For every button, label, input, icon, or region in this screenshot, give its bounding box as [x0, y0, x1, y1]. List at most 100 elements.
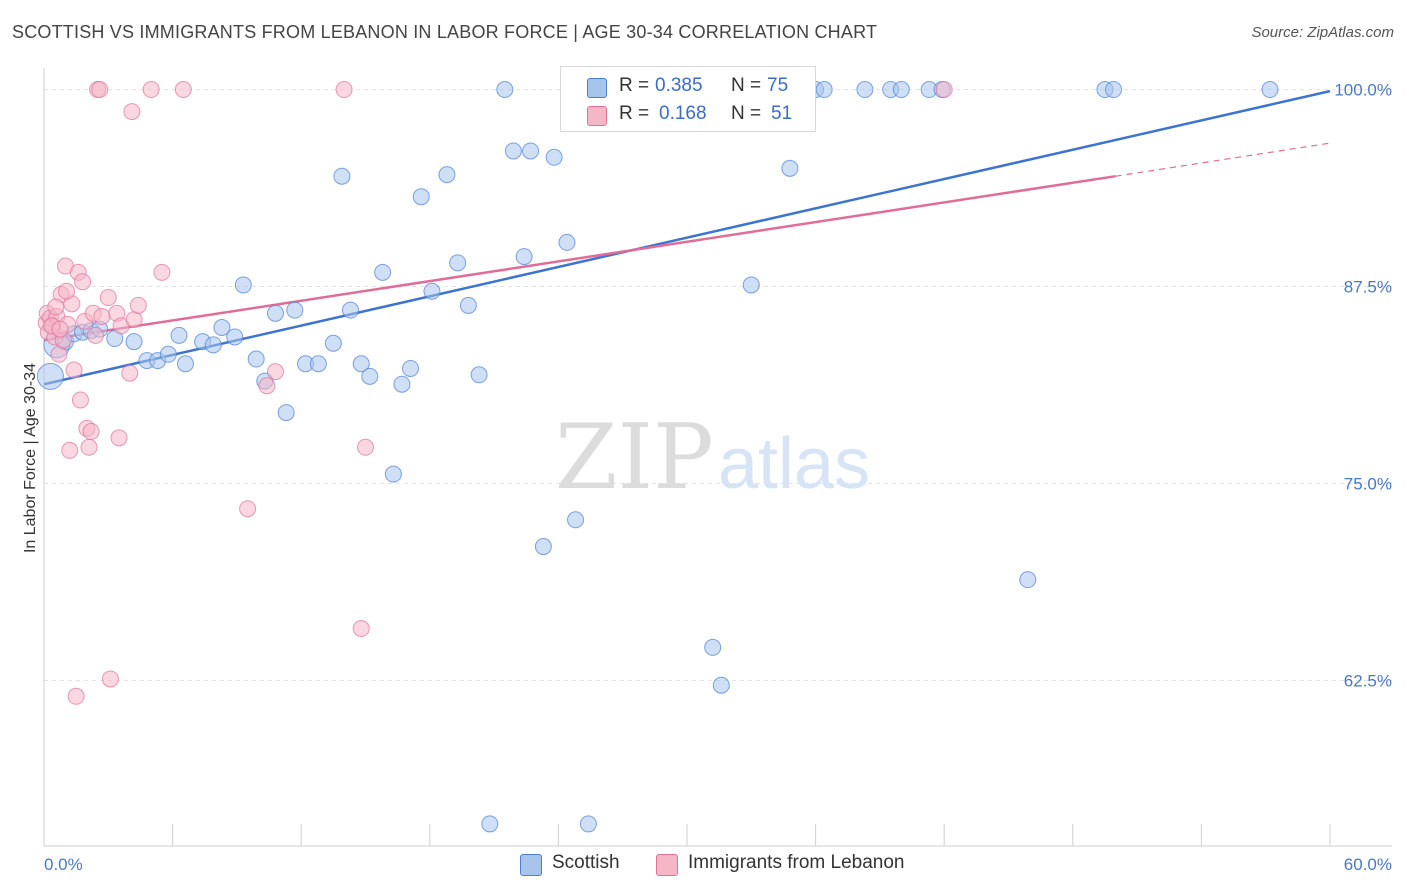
trend-lines [43, 89, 1331, 386]
scottish-point [361, 367, 379, 385]
scottish-point [534, 538, 552, 556]
lebanon-point [935, 81, 953, 99]
scottish-point [309, 355, 327, 373]
lebanon-point [74, 273, 92, 291]
lebanon-point [80, 438, 98, 456]
legend-r-value: 0.385 [655, 75, 703, 96]
bottom-legend-label-scottish: Scottish [552, 852, 620, 873]
legend-r-value: 0.168 [659, 103, 707, 124]
y-tick-label: 75.0% [1344, 475, 1392, 494]
scottish-point [522, 142, 540, 160]
watermark-atlas: atlas [718, 424, 870, 504]
scottish-point [176, 355, 194, 373]
legend-n-label: N = [731, 75, 762, 96]
lebanon-point [91, 81, 109, 99]
scottish-point [266, 304, 284, 322]
lebanon-point [258, 377, 276, 395]
lebanon-point [61, 441, 79, 459]
scottish-point [470, 366, 488, 384]
trend-line-lebanon [43, 174, 1116, 342]
lebanon-point [101, 670, 119, 688]
legend-row-scottish: R = 0.385 N = 75 [561, 72, 815, 102]
scottish-point [504, 142, 522, 160]
tick-labels: 62.5% 75.0% 87.5% 100.0% 0.0% 60.0% [44, 81, 1392, 874]
lebanon-point [99, 289, 117, 307]
legend-swatch-scottish [587, 78, 607, 98]
scottish-point [1105, 81, 1123, 99]
scottish-point [159, 345, 177, 363]
scottish-point [412, 188, 430, 206]
scottish-point [352, 355, 370, 373]
scottish-point [438, 166, 456, 184]
x-tick-label-min: 0.0% [44, 855, 83, 874]
x-tick-label-max: 60.0% [1344, 855, 1392, 874]
scottish-point [277, 404, 295, 422]
scottish-point [324, 334, 342, 352]
scottish-point [712, 676, 730, 694]
lebanon-point [142, 81, 160, 99]
trend-line-scottish [43, 89, 1331, 386]
lebanon-point [153, 263, 171, 281]
scottish-point [247, 350, 265, 368]
scottish-point [170, 326, 188, 344]
zipatlas-watermark: ZIP atlas [555, 405, 870, 510]
lebanon-point [335, 81, 353, 99]
scottish-point [567, 511, 585, 529]
lebanon-point [65, 361, 83, 379]
scottish-point [545, 148, 563, 166]
source-label: Source: ZipAtlas.com [1251, 24, 1394, 41]
scottish-point [234, 276, 252, 294]
legend-n-label: N = [731, 103, 762, 124]
legend-r-label: R = [619, 75, 650, 96]
lebanon-point [93, 307, 111, 325]
scottish-point [341, 301, 359, 319]
lebanon-point [239, 500, 257, 518]
scottish-point [125, 333, 143, 351]
legend-swatch-lebanon [587, 106, 607, 126]
lebanon-point [352, 620, 370, 638]
grid-lines [44, 89, 1392, 682]
lebanon-point [129, 296, 147, 314]
scottish-point [226, 328, 244, 346]
bottom-legend-swatch-lebanon [656, 854, 678, 876]
chart-title: SCOTTISH VS IMMIGRANTS FROM LEBANON IN L… [12, 22, 878, 42]
lebanon-point [266, 363, 284, 381]
scottish-point [856, 81, 874, 99]
bottom-legend-label-lebanon: Immigrants from Lebanon [688, 852, 905, 873]
lebanon-point [47, 298, 65, 316]
lebanon-point [51, 320, 69, 338]
scottish-point [815, 81, 833, 99]
legend-r-label: R = [619, 103, 650, 124]
scottish-point [402, 359, 420, 377]
bottom-legend-swatch-scottish [520, 854, 542, 876]
lebanon-point [121, 364, 139, 382]
y-tick-label: 62.5% [1344, 672, 1392, 691]
scottish-point [579, 815, 597, 833]
scottish-point [213, 318, 231, 336]
axes [43, 68, 1392, 847]
scottish-point [459, 296, 477, 314]
watermark-zip: ZIP [555, 405, 714, 510]
lebanon-point [125, 311, 143, 329]
scottish-point [704, 638, 722, 656]
lebanon-point [71, 391, 89, 409]
scottish-point [892, 81, 910, 99]
y-axis-title: In Labor Force | Age 30-34 [22, 363, 39, 553]
scottish-point [496, 81, 514, 99]
scottish-point [286, 301, 304, 319]
scottish-point [781, 159, 799, 177]
scottish-point [515, 248, 533, 266]
lebanon-point [86, 326, 104, 344]
scottish-point [1261, 81, 1279, 99]
lebanon-point [67, 687, 85, 705]
correlation-legend: R = 0.385 N = 75 R = 0.168 N = 51 [560, 66, 816, 132]
lebanon-point [82, 423, 100, 441]
lebanon-point [357, 438, 374, 456]
scottish-point [384, 465, 402, 483]
lebanon-point [50, 345, 68, 363]
lebanon-point [58, 282, 76, 300]
trend-line-lebanon-extension [1115, 142, 1331, 177]
legend-row-lebanon: R = 0.168 N = 51 [561, 100, 815, 130]
scottish-point [423, 282, 441, 300]
